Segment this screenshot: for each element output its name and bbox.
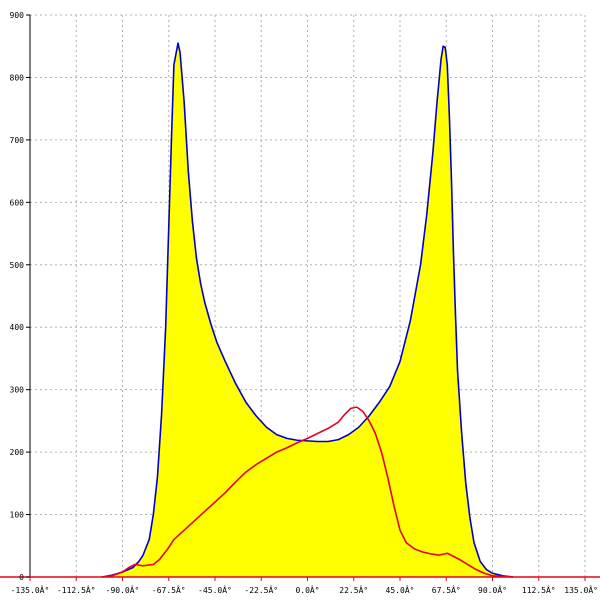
y-tick-label: 700 bbox=[10, 136, 25, 145]
x-tick-label: 135.0Â° bbox=[564, 584, 598, 595]
y-tick-label: 800 bbox=[10, 73, 25, 82]
y-tick-label: 500 bbox=[10, 261, 25, 270]
x-tick-label: -90.0Â° bbox=[106, 584, 140, 595]
x-tick-label: 67.5Â° bbox=[432, 584, 461, 595]
x-tick-label: -45.0Â° bbox=[198, 584, 232, 595]
axes bbox=[0, 14, 600, 581]
x-tick-label: 22.5Â° bbox=[339, 584, 368, 595]
series-line-red bbox=[101, 406, 514, 578]
series-area-fill bbox=[101, 43, 514, 578]
y-tick-label: 200 bbox=[10, 448, 25, 457]
x-tick-label: 45.0Â° bbox=[386, 584, 415, 595]
x-tick-label: -135.0Â° bbox=[11, 584, 50, 595]
x-tick-label: -112.5Â° bbox=[57, 584, 96, 595]
y-tick-label: 300 bbox=[10, 386, 25, 395]
series-line-blue bbox=[101, 42, 514, 578]
y-tick-label: 900 bbox=[10, 11, 25, 20]
x-tick-label: 0.0Â° bbox=[295, 584, 319, 595]
x-tick-label: 112.5Â° bbox=[522, 584, 556, 595]
x-tick-label: -67.5Â° bbox=[152, 584, 186, 595]
x-tick-label: -22.5Â° bbox=[244, 584, 278, 595]
y-tick-label: 400 bbox=[10, 323, 25, 332]
y-tick-label: 600 bbox=[10, 198, 25, 207]
y-tick-label: 100 bbox=[10, 511, 25, 520]
y-tick-label: 0 bbox=[19, 573, 24, 582]
area-fill-layer bbox=[101, 43, 514, 578]
series-lines-layer bbox=[101, 42, 514, 578]
x-tick-label: 90.0Â° bbox=[478, 584, 507, 595]
tick-labels: 0 100 200 300 400 500 600 700 800 900 -135.0Â° -112… bbox=[10, 11, 598, 595]
